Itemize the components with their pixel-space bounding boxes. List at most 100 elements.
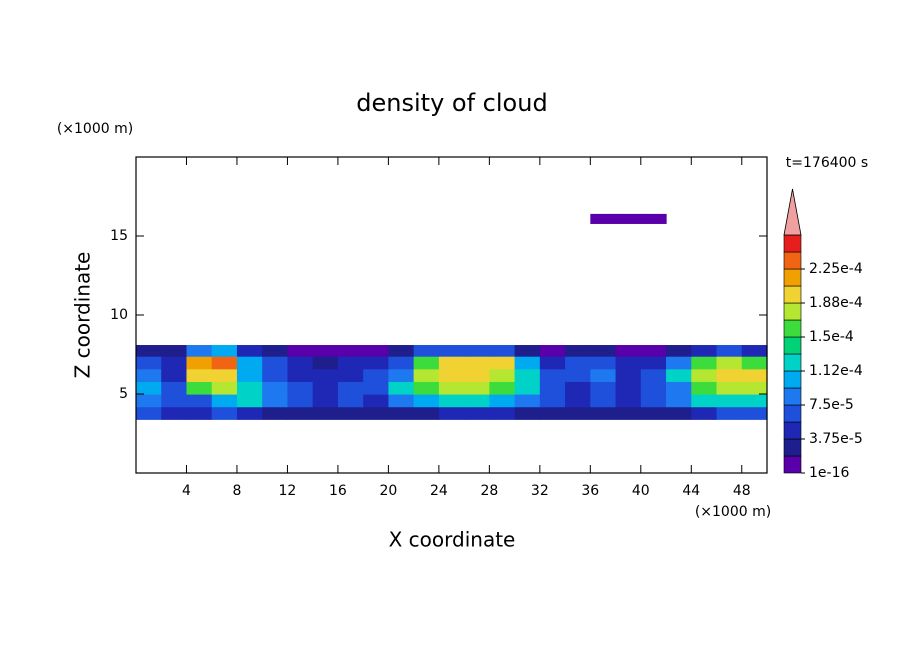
contour-cell bbox=[691, 356, 718, 370]
contour-cell bbox=[413, 368, 440, 382]
x-tick-label: 36 bbox=[581, 483, 599, 499]
contour-cell bbox=[312, 394, 339, 408]
contour-cell bbox=[337, 356, 364, 370]
contour-cell bbox=[539, 381, 566, 395]
contour-cell bbox=[716, 406, 743, 420]
contour-cell bbox=[337, 368, 364, 382]
contour-cell bbox=[337, 406, 364, 420]
contour-cell bbox=[565, 368, 591, 382]
colorbar-label: 1.12e-4 bbox=[809, 363, 863, 379]
contour-cell bbox=[211, 345, 238, 357]
contour-cell bbox=[716, 368, 743, 382]
contour-cell bbox=[640, 368, 667, 382]
contour-cell bbox=[565, 394, 591, 408]
contour-cell bbox=[716, 345, 743, 357]
contour-cell bbox=[539, 406, 566, 420]
contour-cell bbox=[287, 381, 314, 395]
y-tick-label: 10 bbox=[110, 307, 128, 323]
contour-cell bbox=[236, 406, 263, 420]
contour-cell bbox=[161, 394, 188, 408]
contour-cell bbox=[539, 394, 566, 408]
colorbar-bin bbox=[783, 319, 802, 338]
contour-cell bbox=[186, 345, 213, 357]
contour-cell bbox=[640, 213, 667, 224]
contour-cell bbox=[691, 394, 718, 408]
contour-cell bbox=[741, 356, 768, 370]
contour-cell bbox=[186, 368, 213, 382]
contour-cell bbox=[136, 345, 162, 357]
contour-cell bbox=[413, 345, 440, 357]
contour-cell bbox=[388, 381, 415, 395]
colorbar-bin bbox=[783, 234, 802, 253]
contour-cell bbox=[161, 368, 188, 382]
contour-field bbox=[136, 213, 768, 420]
contour-cell bbox=[514, 394, 541, 408]
contour-cell bbox=[691, 381, 718, 395]
x-tick-label: 24 bbox=[430, 483, 448, 499]
contour-cell bbox=[514, 345, 541, 357]
contour-cell bbox=[741, 368, 768, 382]
colorbar-bin bbox=[783, 370, 802, 389]
contour-cell bbox=[312, 406, 339, 420]
contour-cell bbox=[640, 381, 667, 395]
contour-cell bbox=[640, 345, 667, 357]
contour-cell bbox=[236, 381, 263, 395]
contour-cell bbox=[615, 345, 642, 357]
contour-cell bbox=[565, 356, 591, 370]
contour-cell bbox=[337, 345, 364, 357]
contour-cell bbox=[489, 381, 516, 395]
y-unit: (×1000 m) bbox=[57, 121, 133, 137]
contour-cell bbox=[615, 368, 642, 382]
contour-cell bbox=[211, 381, 238, 395]
contour-cell bbox=[388, 345, 415, 357]
contour-cell bbox=[161, 381, 188, 395]
contour-cell bbox=[489, 356, 516, 370]
colorbar-bin bbox=[783, 268, 802, 287]
contour-cell bbox=[615, 213, 642, 224]
colorbar-bin bbox=[783, 455, 802, 474]
contour-cell bbox=[136, 381, 162, 395]
contour-cell bbox=[287, 394, 314, 408]
x-unit: (×1000 m) bbox=[695, 504, 771, 520]
contour-cell bbox=[211, 356, 238, 370]
contour-cell bbox=[615, 381, 642, 395]
colorbar-bin bbox=[783, 285, 802, 304]
contour-cell bbox=[363, 394, 389, 408]
contour-cell bbox=[413, 394, 440, 408]
contour-cell bbox=[363, 381, 389, 395]
contour-cell bbox=[312, 345, 339, 357]
y-tick-label: 5 bbox=[119, 386, 128, 402]
contour-cell bbox=[236, 356, 263, 370]
contour-cell bbox=[136, 406, 162, 420]
contour-cell bbox=[514, 368, 541, 382]
y-tick-label: 15 bbox=[110, 228, 128, 244]
contour-cell bbox=[741, 345, 768, 357]
contour-cell bbox=[186, 381, 213, 395]
contour-cell bbox=[464, 345, 490, 357]
colorbar-bin bbox=[783, 336, 802, 355]
contour-cell bbox=[590, 213, 617, 224]
contour-cell bbox=[691, 368, 718, 382]
contour-cell bbox=[337, 381, 364, 395]
contour-cell bbox=[464, 356, 490, 370]
colorbar-bin bbox=[783, 251, 802, 270]
contour-cell bbox=[514, 381, 541, 395]
contour-cell bbox=[161, 406, 188, 420]
contour-cell bbox=[211, 406, 238, 420]
contour-cell bbox=[489, 406, 516, 420]
contour-cell bbox=[236, 368, 263, 382]
contour-cell bbox=[262, 356, 289, 370]
x-tick-label: 4 bbox=[182, 483, 191, 499]
x-tick-label: 8 bbox=[232, 483, 241, 499]
contour-cell bbox=[186, 356, 213, 370]
colorbar-label: 3.75e-5 bbox=[809, 431, 863, 447]
contour-cell bbox=[438, 345, 465, 357]
colorbar-bin bbox=[783, 421, 802, 440]
contour-cell bbox=[716, 381, 743, 395]
contour-cell bbox=[236, 345, 263, 357]
contour-cell bbox=[666, 381, 692, 395]
colorbar-label: 1e-16 bbox=[809, 465, 849, 481]
contour-cell bbox=[211, 368, 238, 382]
